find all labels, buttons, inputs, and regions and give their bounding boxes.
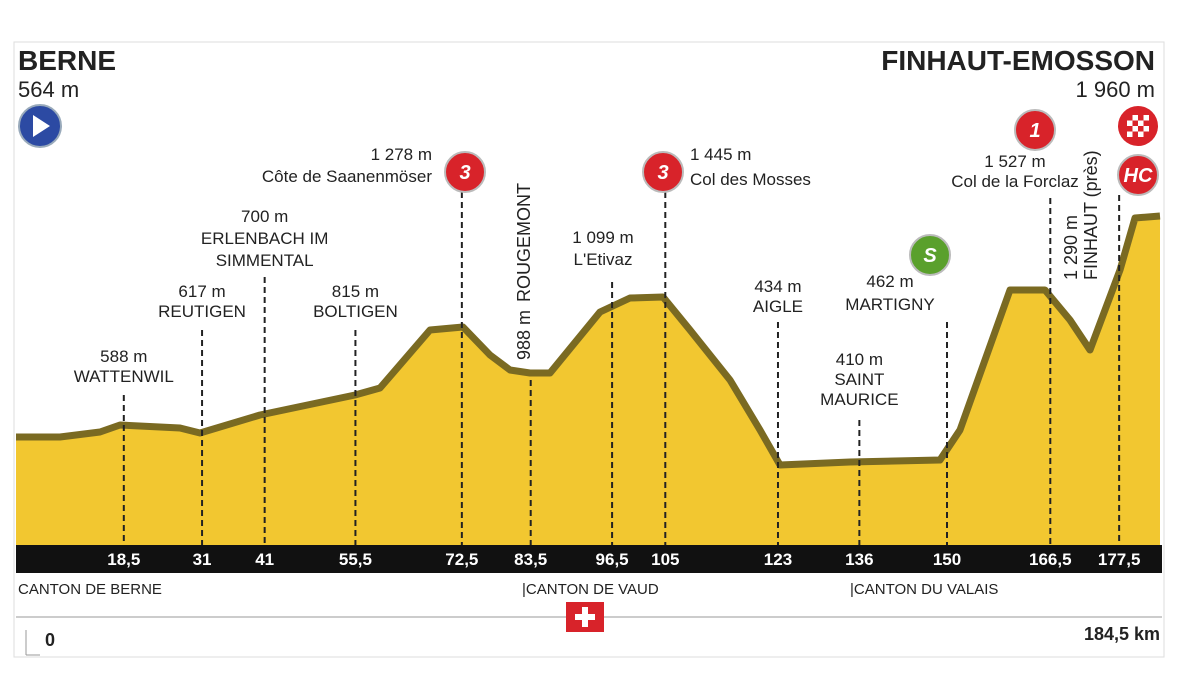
elevation: 1 445 m: [690, 145, 751, 164]
place-name: REUTIGEN: [158, 302, 246, 321]
elevation: 988 m: [514, 310, 534, 360]
category-label: S: [923, 245, 937, 267]
category-badge: [909, 234, 951, 276]
finish-flag: [1118, 106, 1158, 146]
place-name: ERLENBACH IM: [201, 229, 329, 248]
start-elevation: 564 m: [18, 77, 79, 102]
distance-total: 184,5 km: [1084, 624, 1160, 644]
place-name: FINHAUT (près): [1081, 150, 1101, 280]
start-name: BERNE: [18, 45, 116, 76]
km-band: [16, 545, 1162, 573]
km-label: 123: [764, 550, 792, 569]
corner: [25, 630, 40, 656]
elevation: 1 527 m: [984, 152, 1045, 171]
elevation: 617 m: [178, 282, 225, 301]
swiss-flag: [566, 602, 604, 632]
km-label: 83,5: [514, 550, 547, 569]
finish-name: FINHAUT-EMOSSON: [881, 45, 1155, 76]
category-label: 3: [459, 162, 470, 184]
distance-start: 0: [45, 630, 55, 650]
place-name: BOLTIGEN: [313, 302, 398, 321]
category-label: 1: [1029, 120, 1040, 142]
canton: |CANTON DE VAUD: [522, 581, 659, 598]
place-name: MAURICE: [820, 390, 898, 409]
elevation: 1 290 m: [1061, 215, 1081, 280]
vertical-label: 988 m ROUGEMONT: [514, 183, 534, 360]
km-label: 41: [255, 550, 274, 569]
start-arrow: [33, 115, 50, 137]
elevation: 588 m: [100, 347, 147, 366]
canton: CANTON DE BERNE: [18, 581, 162, 598]
place-name: Col de la Forclaz: [951, 172, 1079, 191]
place-name: Côte de Saanenmöser: [262, 167, 432, 186]
km-label: 96,5: [596, 550, 629, 569]
canton: |CANTON DU VALAIS: [850, 581, 998, 598]
category-badge: [1117, 154, 1159, 196]
category-badge: [444, 151, 486, 193]
place-name: ROUGEMONT: [514, 183, 534, 302]
place-name: AIGLE: [753, 297, 803, 316]
category-badge: [1014, 109, 1056, 151]
place-name: SIMMENTAL: [216, 251, 314, 270]
elevation: 434 m: [754, 277, 801, 296]
place-name: SAINT: [834, 370, 884, 389]
place-name: Col des Mosses: [690, 170, 811, 189]
profile-ridge: [16, 212, 1161, 469]
place-name: MARTIGNY: [845, 295, 934, 314]
category-label: HC: [1124, 165, 1153, 187]
elevation: 1 099 m: [572, 228, 633, 247]
elevation: 462 m: [866, 272, 913, 291]
finish-elevation: 1 960 m: [1076, 77, 1156, 102]
km-label: 105: [651, 550, 679, 569]
km-label: 18,5: [107, 550, 140, 569]
km-label: 150: [933, 550, 961, 569]
category-badge: [642, 151, 684, 193]
elevation: 410 m: [836, 350, 883, 369]
frame: [13, 41, 1165, 658]
elevation: 815 m: [332, 282, 379, 301]
km-label: 55,5: [339, 550, 372, 569]
elevation: 700 m: [241, 207, 288, 226]
elevation: 1 278 m: [371, 145, 432, 164]
place-name: WATTENWIL: [74, 367, 174, 386]
km-label: 136: [845, 550, 873, 569]
km-label: 166,5: [1029, 550, 1072, 569]
place-name: L'Etivaz: [574, 250, 633, 269]
km-label: 31: [193, 550, 212, 569]
km-label: 72,5: [445, 550, 478, 569]
category-label: 3: [657, 162, 668, 184]
km-label: 177,5: [1098, 550, 1141, 569]
